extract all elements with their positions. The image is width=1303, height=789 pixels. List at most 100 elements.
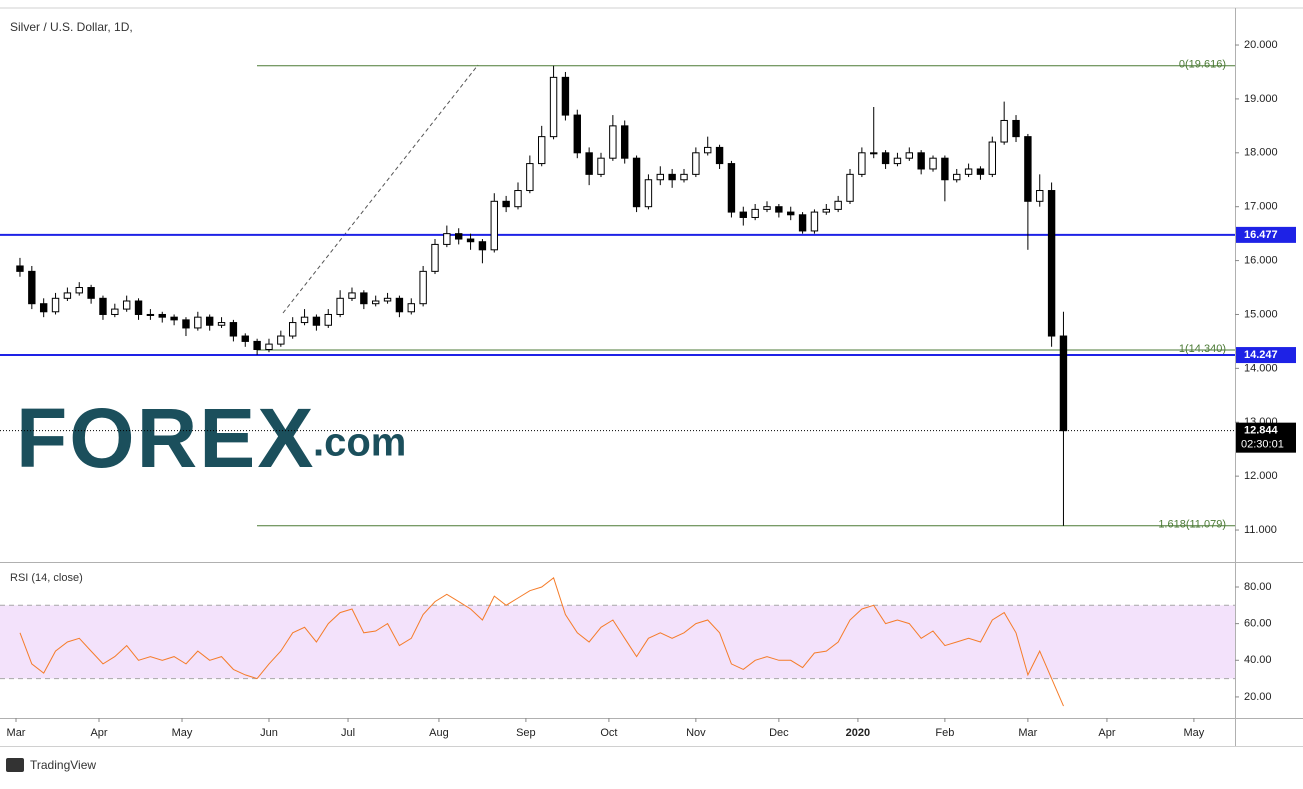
candle-body — [371, 300, 380, 305]
candle-body — [1036, 190, 1044, 202]
y-tick-label: 14.000 — [1244, 362, 1278, 374]
candle-body — [668, 173, 676, 181]
candle-body — [976, 168, 985, 175]
y-tick-label: 20.000 — [1244, 39, 1278, 51]
rsi-tick-label: 20.00 — [1244, 691, 1272, 703]
candle-body — [443, 233, 451, 245]
candle-body — [834, 200, 842, 210]
candle-body — [739, 211, 747, 218]
candle-body — [419, 270, 427, 305]
candle-body — [111, 308, 119, 315]
trend-line — [282, 64, 479, 314]
candle-body — [964, 168, 973, 175]
candle-body — [881, 152, 890, 165]
x-tick-label: Sep — [516, 727, 536, 739]
level-label: 14.247 — [1244, 349, 1278, 361]
chart-title: Silver / U.S. Dollar, 1D, — [10, 20, 133, 34]
candle-body — [75, 287, 83, 294]
candle-body — [134, 300, 143, 315]
candle-body — [775, 206, 783, 213]
candle-body — [692, 152, 700, 175]
candle-body — [39, 303, 48, 313]
candle-body — [929, 157, 937, 170]
y-tick-label: 11.000 — [1244, 524, 1277, 536]
candle-body — [549, 76, 558, 138]
candle-body — [229, 322, 238, 337]
candle-body — [288, 322, 297, 337]
candle-body — [431, 243, 439, 272]
candle-body — [953, 173, 961, 181]
candle-body — [561, 76, 570, 116]
candle-body — [1000, 119, 1008, 143]
fib-label: 1.618(11.079) — [1158, 519, 1226, 531]
candle-body — [585, 152, 593, 175]
candle-body — [395, 297, 404, 313]
candle-body — [621, 125, 629, 159]
candle-body — [312, 316, 321, 326]
rsi-line — [19, 576, 1064, 707]
candle-body — [300, 316, 309, 324]
rsi-tick-label: 40.00 — [1244, 654, 1272, 666]
y-tick-label: 18.000 — [1244, 147, 1278, 159]
candle-body — [798, 214, 807, 232]
candle-body — [146, 313, 155, 316]
rsi-title: RSI (14, close) — [10, 572, 83, 584]
rsi-tick-label: 80.00 — [1244, 581, 1272, 593]
x-tick-label: May — [1184, 727, 1205, 739]
x-tick-label: 2020 — [846, 727, 870, 739]
candle-body — [1047, 190, 1056, 337]
x-tick-label: Jun — [260, 727, 278, 739]
candle-body — [348, 292, 356, 299]
candle-body — [597, 157, 605, 175]
x-tick-label: Oct — [600, 727, 617, 739]
candle-body — [1024, 136, 1032, 202]
x-tick-label: Feb — [935, 727, 954, 739]
level-label-box — [1236, 347, 1296, 364]
candle-body — [383, 297, 392, 302]
candle-body — [360, 292, 368, 305]
last-price-box — [1236, 422, 1296, 453]
candle-body — [1012, 119, 1020, 138]
candle-body — [609, 125, 617, 159]
candle-body — [217, 322, 226, 326]
candle-body — [573, 114, 581, 154]
candle-body — [51, 297, 60, 313]
fib-label: 1(14.340) — [1179, 343, 1226, 355]
countdown-label: 02:30:01 — [1241, 439, 1284, 451]
candle-body — [265, 343, 273, 351]
logo-suffix: .com — [313, 421, 406, 465]
candle-body — [751, 208, 759, 218]
candle-body — [158, 313, 166, 318]
logo-brand: FOREX — [16, 391, 315, 485]
candle-body — [478, 241, 487, 251]
candle-body — [87, 287, 95, 299]
candle-body — [277, 335, 285, 345]
x-tick-label: Mar — [1018, 727, 1037, 739]
candle-body — [241, 335, 249, 342]
y-tick-label: 17.000 — [1244, 201, 1278, 213]
candle-body — [526, 163, 534, 192]
fib-label: 0(19.616) — [1179, 59, 1226, 71]
last-price-label: 12.844 — [1244, 425, 1279, 437]
candle-body — [205, 316, 214, 326]
candle-body — [988, 141, 997, 175]
candle-body — [727, 163, 736, 213]
candle-body — [870, 152, 878, 155]
candle-body — [917, 152, 925, 170]
candle-body — [858, 152, 866, 175]
candle-body — [122, 300, 131, 310]
candle-body — [16, 265, 24, 272]
candle-body — [253, 340, 261, 351]
x-tick-label: Aug — [429, 727, 449, 739]
candle-body — [514, 190, 522, 208]
candle-body — [407, 303, 415, 313]
level-label-box — [1236, 226, 1296, 243]
candle-body — [715, 146, 724, 165]
y-tick-label: 15.000 — [1244, 308, 1278, 320]
candle-body — [632, 157, 641, 208]
candle-body — [538, 136, 546, 165]
candle-body — [466, 238, 475, 243]
candle-body — [182, 319, 190, 329]
x-tick-label: Dec — [769, 727, 789, 739]
